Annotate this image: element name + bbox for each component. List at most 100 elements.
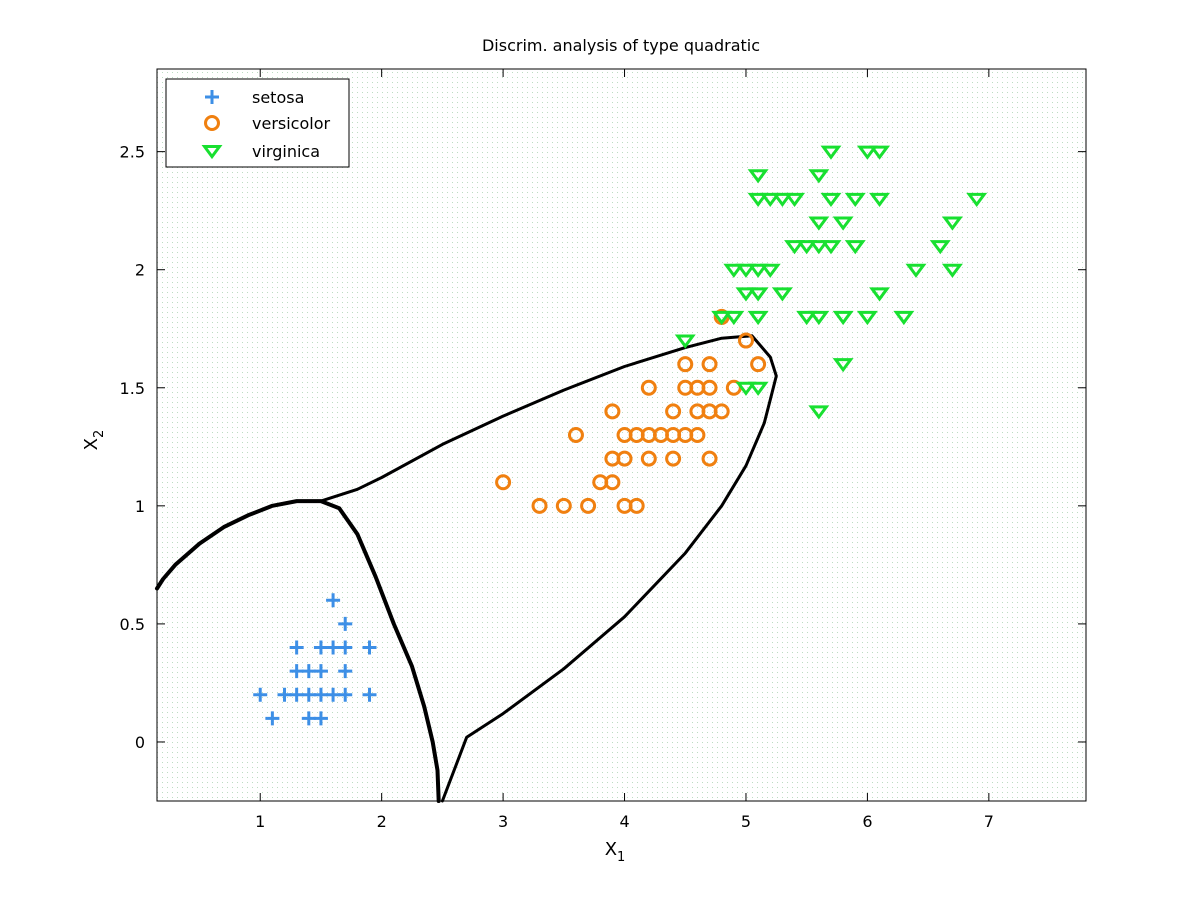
setosa-point [301, 687, 316, 702]
virginica-point [844, 192, 866, 208]
virginica-point [711, 310, 733, 326]
setosa-point [289, 640, 304, 655]
y-tick-label: 2.5 [120, 143, 145, 162]
legend-markers [201, 90, 223, 160]
versicolor-point [701, 379, 718, 396]
y-tick-label: 1 [135, 497, 145, 516]
versicolor-point [701, 450, 718, 467]
y-axis-label-base: X [81, 438, 102, 450]
virginica-point [747, 192, 769, 208]
versicolor-point [555, 497, 572, 514]
series-virginica [674, 145, 988, 420]
virginica-point [747, 381, 769, 396]
versicolor-point [677, 356, 694, 373]
versicolor-point [616, 450, 633, 467]
versicolor-point [665, 450, 682, 467]
decision-boundaries [155, 334, 778, 803]
versicolor-point [713, 403, 730, 420]
versicolor-point [665, 403, 682, 420]
setosa-point [326, 687, 341, 702]
legend-label-virginica: virginica [252, 142, 320, 161]
versicolor-point [640, 379, 657, 396]
x-tick-label: 7 [984, 812, 994, 831]
y-axis-label-subscript: 2 [92, 430, 107, 438]
x-tick-label: 2 [377, 812, 387, 831]
y-axis-label: X2 [81, 430, 107, 451]
axis-ticks: 1 2 3 4 5 6 7 0 0.5 1 1.5 2 2.5 [120, 69, 1086, 831]
virginica-point [820, 240, 842, 255]
versicolor-point [604, 403, 621, 420]
virginica-point [869, 287, 891, 302]
versicolor-point [604, 474, 621, 491]
setosa-point [338, 616, 353, 631]
chart-title: Discrim. analysis of type quadratic [482, 36, 760, 55]
virginica-point [856, 310, 878, 326]
virginica-point [844, 240, 866, 255]
setosa-point [253, 687, 268, 702]
versicolor-point [701, 356, 718, 373]
virginica-point [759, 263, 781, 278]
x-axis-label: X1 [605, 839, 626, 865]
virginica-point [832, 216, 854, 231]
setosa-point [313, 711, 328, 726]
versicolor-point [689, 427, 706, 443]
versicolor-virginica-boundary [319, 334, 778, 803]
x-tick-label: 4 [619, 812, 629, 831]
virginica-point [796, 240, 818, 255]
virginica-point [832, 358, 854, 373]
versicolor-point [531, 497, 548, 514]
virginica-point [893, 310, 915, 326]
legend: setosa versicolor virginica [165, 78, 350, 168]
virginica-point [966, 192, 988, 208]
virginica-point [856, 145, 878, 160]
plot-region-dots [157, 69, 1086, 801]
versicolor-point [737, 332, 754, 349]
setosa-point [313, 687, 328, 702]
virginica-point [905, 263, 927, 278]
setosa-point [338, 640, 353, 655]
versicolor-point [580, 497, 597, 514]
virginica-point [808, 216, 830, 231]
setosa-point [338, 664, 353, 679]
setosa-point [313, 640, 328, 655]
virginica-point [735, 263, 757, 278]
virginica-point [747, 287, 769, 302]
setosa-point [277, 687, 292, 702]
virginica-point [747, 310, 769, 326]
versicolor-point [640, 450, 657, 467]
virginica-point [941, 263, 963, 278]
setosa-point [289, 664, 304, 679]
virginica-point [771, 287, 793, 302]
setosa-point [301, 711, 316, 726]
virginica-point [723, 263, 745, 278]
setosa-point [362, 687, 377, 702]
setosa-point [326, 593, 341, 608]
virginica-point [759, 192, 781, 208]
y-tick-label: 0 [135, 733, 145, 752]
setosa-point [289, 687, 304, 702]
versicolor-point [567, 427, 584, 443]
legend-marker-setosa [205, 90, 219, 104]
x-tick-label: 6 [862, 812, 872, 831]
legend-marker-versicolor [204, 115, 220, 131]
virginica-point [784, 240, 806, 255]
virginica-point [820, 192, 842, 208]
legend-label-setosa: setosa [252, 88, 304, 107]
virginica-point [735, 287, 757, 302]
y-tick-label: 2 [135, 261, 145, 280]
y-tick-label: 1.5 [120, 379, 145, 398]
virginica-point [941, 216, 963, 231]
series-setosa [253, 593, 377, 726]
virginica-point [747, 169, 769, 184]
setosa-point [301, 664, 316, 679]
virginica-point [832, 310, 854, 326]
setosa-point [265, 711, 280, 726]
virginica-point [808, 405, 830, 420]
x-tick-label: 3 [498, 812, 508, 831]
legend-marker-virginica [201, 145, 223, 160]
plot-frame [156, 68, 1087, 802]
setosa-point [313, 664, 328, 679]
x-tick-label: 5 [741, 812, 751, 831]
virginica-point [869, 192, 891, 208]
